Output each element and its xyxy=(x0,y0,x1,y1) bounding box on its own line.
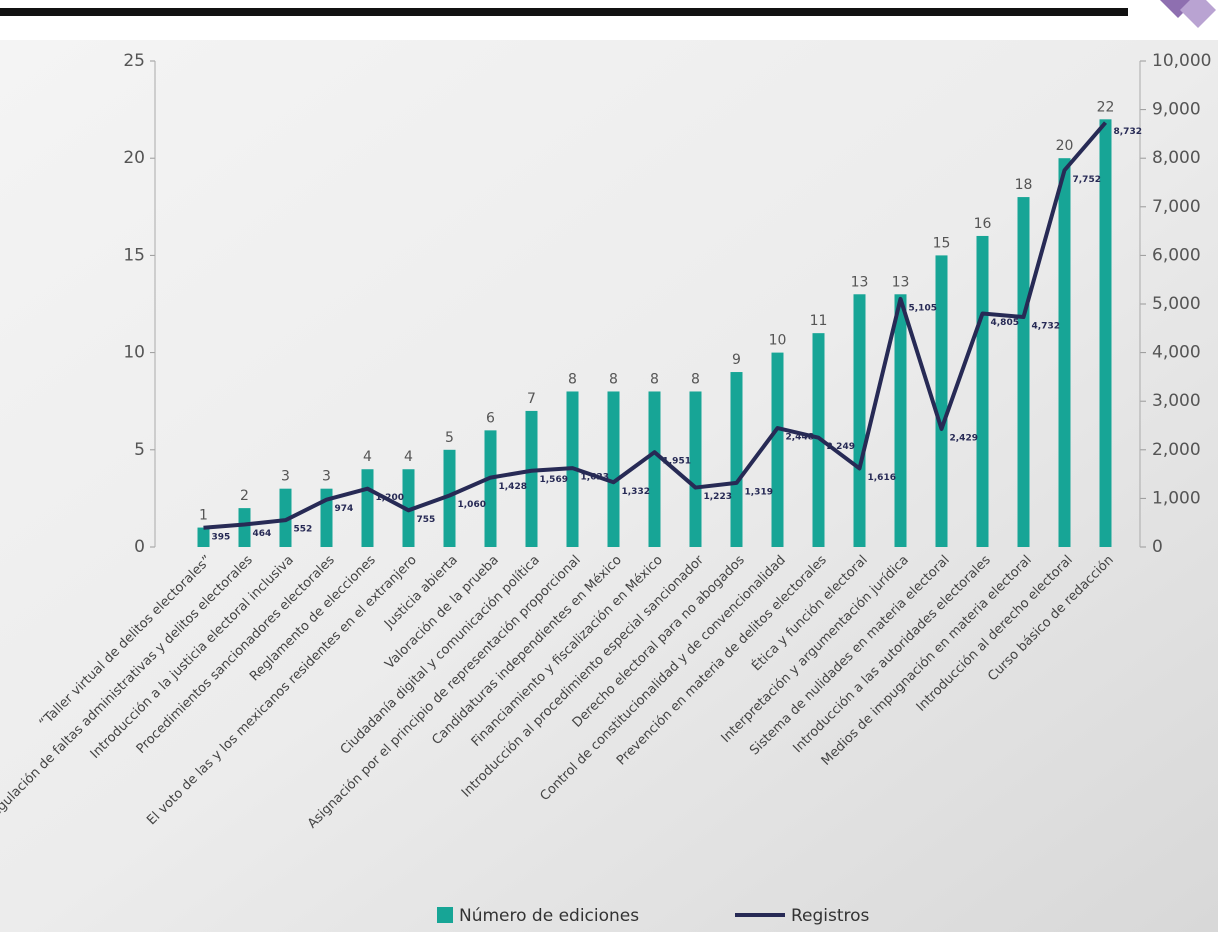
bar xyxy=(853,294,866,547)
y2-tick-label: 2,000 xyxy=(1152,440,1201,460)
y2-tick-label: 10,000 xyxy=(1152,51,1211,71)
logo-shape xyxy=(1180,0,1216,28)
line-label: 1,616 xyxy=(868,473,896,483)
y2-tick-label: 7,000 xyxy=(1152,197,1201,217)
bar-label: 2 xyxy=(240,488,249,504)
y2-tick-label: 4,000 xyxy=(1152,343,1201,363)
top-rule xyxy=(0,8,1128,16)
line-label: 1,332 xyxy=(622,487,650,497)
bar-label: 8 xyxy=(568,371,577,387)
line-label: 8,732 xyxy=(1114,127,1142,137)
line-label: 4,732 xyxy=(1032,322,1060,332)
line-label: 5,105 xyxy=(909,303,937,313)
bar-label: 15 xyxy=(933,235,951,251)
y2-tick-label: 6,000 xyxy=(1152,245,1201,265)
line-label: 464 xyxy=(253,529,272,539)
bar xyxy=(1017,197,1030,547)
y2-tick-label: 8,000 xyxy=(1152,148,1201,168)
bar-label: 22 xyxy=(1097,99,1115,115)
y2-tick-label: 3,000 xyxy=(1152,391,1201,411)
bar-label: 13 xyxy=(851,274,869,290)
line-label: 1,623 xyxy=(581,473,609,483)
bar-label: 9 xyxy=(732,352,741,368)
line-label: 2,448 xyxy=(786,433,814,443)
bar-label: 4 xyxy=(363,449,372,465)
bar-label: 4 xyxy=(404,449,413,465)
y-tick-label: 10 xyxy=(123,343,145,363)
bar-label: 7 xyxy=(527,391,536,407)
line-label: 1,200 xyxy=(376,493,404,503)
line xyxy=(203,121,1108,530)
bar-label: 1 xyxy=(199,508,208,524)
line-label: 1,569 xyxy=(540,475,568,485)
bar xyxy=(484,430,497,547)
y2-tick-label: 9,000 xyxy=(1152,100,1201,120)
bar-label: 10 xyxy=(769,333,787,349)
line-label: 1,223 xyxy=(704,492,732,502)
bar xyxy=(238,508,251,547)
legend-swatch xyxy=(437,907,453,923)
bar-label: 11 xyxy=(810,313,828,329)
bar xyxy=(443,449,456,547)
legend-label: Número de ediciones xyxy=(459,906,639,926)
y2-tick-label: 5,000 xyxy=(1152,294,1201,314)
bar-label: 3 xyxy=(281,469,290,485)
bar-label: 8 xyxy=(609,371,618,387)
bar xyxy=(935,255,948,547)
bar xyxy=(1099,119,1112,547)
y-tick-label: 15 xyxy=(123,245,145,265)
line-label: 7,752 xyxy=(1073,175,1101,185)
line-label: 2,249 xyxy=(827,442,855,452)
line-label: 2,429 xyxy=(950,433,978,443)
bar xyxy=(730,372,743,547)
line-label: 755 xyxy=(417,515,436,525)
y-tick-label: 25 xyxy=(123,51,145,71)
line-label: 395 xyxy=(212,532,231,542)
line-label: 1,951 xyxy=(663,457,691,467)
bar xyxy=(689,391,702,547)
bar-label: 18 xyxy=(1015,177,1033,193)
bar-label: 8 xyxy=(691,371,700,387)
y-tick-label: 5 xyxy=(134,440,145,460)
line-label: 4,805 xyxy=(991,318,1019,328)
bar-label: 3 xyxy=(322,469,331,485)
bar xyxy=(1058,158,1071,547)
bar xyxy=(894,294,907,547)
line-label: 1,319 xyxy=(745,487,773,497)
bar-label: 8 xyxy=(650,371,659,387)
bar-label: 20 xyxy=(1056,138,1074,154)
bar xyxy=(279,488,292,547)
bar xyxy=(197,527,210,547)
bar xyxy=(361,469,374,547)
bar-label: 5 xyxy=(445,430,454,446)
line-label: 1,060 xyxy=(458,500,486,510)
bar xyxy=(648,391,661,547)
legend-label: Registros xyxy=(791,906,870,926)
y2-tick-label: 0 xyxy=(1152,537,1163,557)
bar-label: 16 xyxy=(974,216,992,232)
bar-label: 13 xyxy=(892,274,910,290)
y-tick-label: 20 xyxy=(123,148,145,168)
bar-label: 6 xyxy=(486,410,495,426)
bar xyxy=(771,352,784,547)
bar xyxy=(607,391,620,547)
line-label: 1,428 xyxy=(499,482,527,492)
y-tick-label: 0 xyxy=(134,537,145,557)
bar xyxy=(525,410,538,547)
line-label: 552 xyxy=(294,525,313,535)
line-label: 974 xyxy=(335,504,354,514)
y2-tick-label: 1,000 xyxy=(1152,488,1201,508)
bar xyxy=(976,235,989,547)
